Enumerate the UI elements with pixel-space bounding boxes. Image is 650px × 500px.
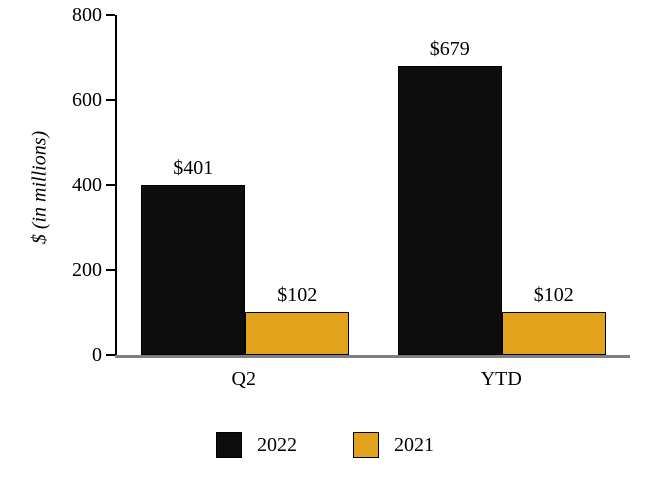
legend-item-2021: 2021: [353, 432, 434, 458]
bar-2021-q2: $102: [245, 284, 350, 355]
legend-swatch: [216, 432, 242, 458]
chart-legend: 2022 2021: [0, 432, 650, 458]
y-axis-title: $ (in millions): [28, 130, 51, 245]
bar-2022-q2: $401: [141, 157, 246, 355]
bar-group-q2: $401 $102: [117, 15, 374, 355]
y-tick-label: 0: [92, 344, 102, 366]
legend-swatch: [353, 432, 379, 458]
x-category-label: Q2: [231, 368, 256, 390]
legend-label: 2022: [257, 433, 297, 456]
legend-item-2022: 2022: [216, 432, 297, 458]
bar-value-label: $102: [533, 283, 574, 306]
bar-value-label: $102: [277, 283, 318, 306]
bar-2021-ytd: $102: [501, 284, 606, 355]
bar-value-label: $401: [173, 156, 214, 179]
y-tick-mark: [106, 269, 115, 271]
x-category-label: YTD: [480, 368, 522, 390]
bar-groups: $401 $102 $679 $102: [117, 15, 630, 355]
y-tick-mark: [106, 99, 115, 101]
y-tick-mark: [106, 354, 115, 356]
plot-area: 0 200 400 600 800 $401 $102 $679 $102: [72, 4, 630, 366]
y-tick-label: 800: [72, 4, 102, 26]
bar-value-label: $679: [429, 38, 470, 61]
x-axis-line: [115, 355, 630, 358]
x-axis-labels: Q2 YTD: [115, 368, 630, 391]
y-tick-mark: [106, 14, 115, 16]
legend-label: 2021: [394, 433, 434, 456]
y-tick-mark: [106, 184, 115, 186]
bar-group-ytd: $679 $102: [374, 15, 631, 355]
y-tick-label: 200: [72, 259, 102, 281]
bar-2022-ytd: $679: [397, 38, 502, 355]
y-tick-label: 400: [72, 174, 102, 196]
y-tick-label: 600: [72, 89, 102, 111]
